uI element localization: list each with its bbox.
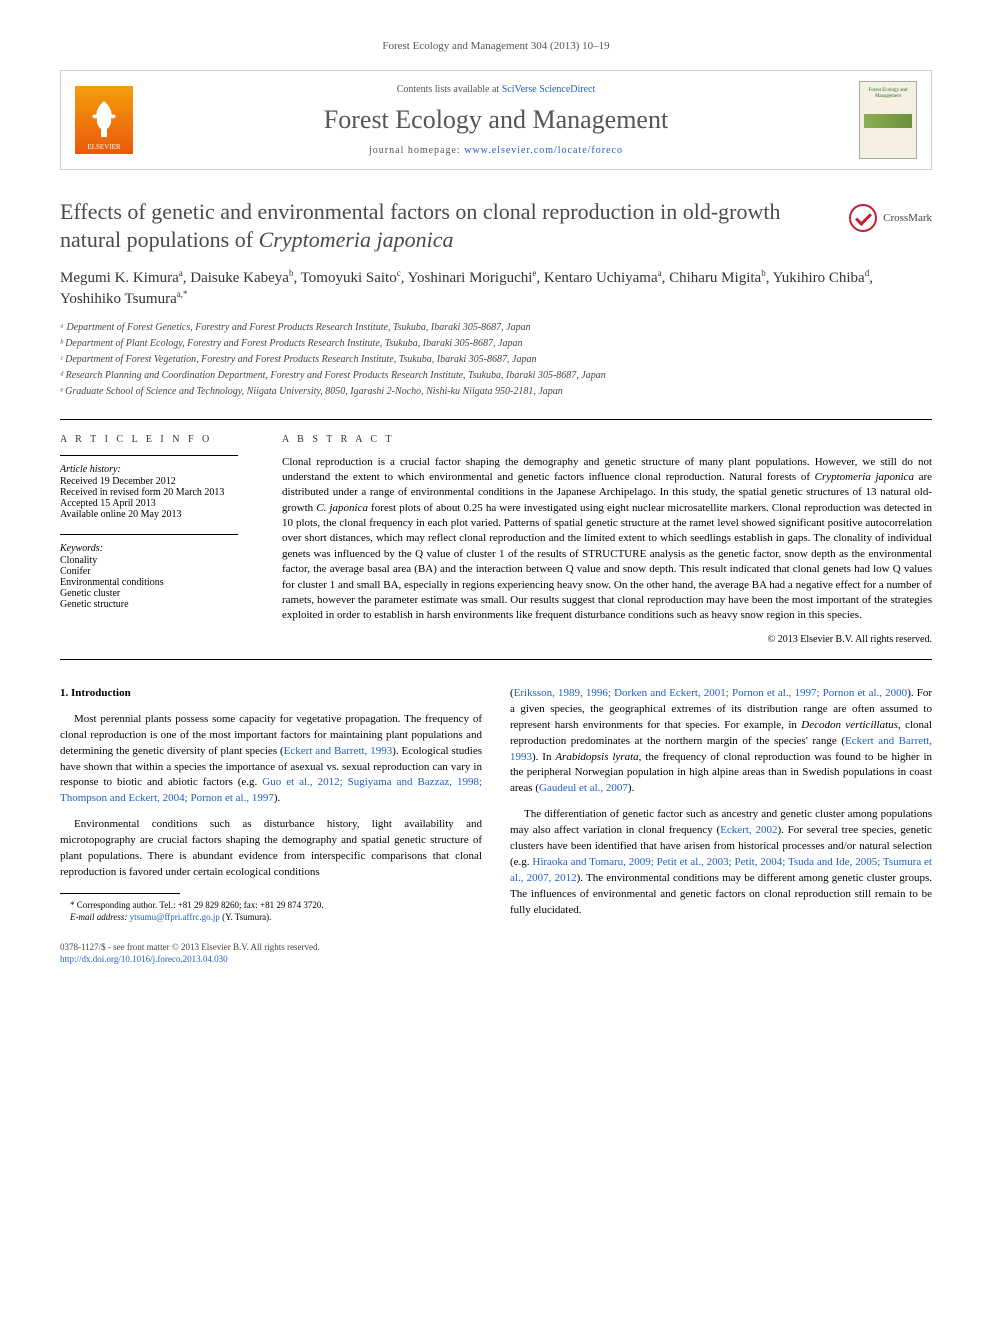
footnote-separator [60,893,180,894]
front-matter: 0378-1127/$ - see front matter © 2013 El… [60,942,932,954]
authors-list: Megumi K. Kimuraa, Daisuke Kabeyab, Tomo… [60,267,932,310]
abstract-text: Clonal reproduction is a crucial factor … [282,455,932,624]
corresponding-footnote: * Corresponding author. Tel.: +81 29 829… [60,900,482,912]
info-abstract-row: A R T I C L E I N F O Article history: R… [60,419,932,660]
email-footnote: E-mail address: ytsumu@ffpri.affrc.go.jp… [60,912,482,924]
title-row: Effects of genetic and environmental fac… [60,198,932,253]
email-link[interactable]: ytsumu@ffpri.affrc.go.jp [130,912,220,922]
homepage-line: journal homepage: www.elsevier.com/locat… [151,145,841,156]
contents-list-line: Contents lists available at SciVerse Sci… [151,84,841,95]
paper-title: Effects of genetic and environmental fac… [60,198,829,253]
crossmark-icon [849,204,877,232]
doi-block: 0378-1127/$ - see front matter © 2013 El… [60,942,932,965]
affiliation: ᵃ Department of Forest Genetics, Forestr… [60,320,932,335]
keyword: Genetic cluster [60,588,238,599]
abstract-col: A B S T R A C T Clonal reproduction is a… [260,434,932,645]
homepage-link[interactable]: www.elsevier.com/locate/foreco [464,145,623,156]
history-item: Available online 20 May 2013 [60,509,238,520]
body-paragraph: Most perennial plants possess some capac… [60,712,482,808]
history-block: Article history: Received 19 December 20… [60,455,238,520]
journal-header: ELSEVIER Contents lists available at Sci… [60,70,932,170]
affiliations: ᵃ Department of Forest Genetics, Forestr… [60,320,932,399]
info-heading: A R T I C L E I N F O [60,434,238,445]
crossmark-badge[interactable]: CrossMark [849,204,932,232]
journal-name: Forest Ecology and Management [151,105,841,135]
keyword: Conifer [60,566,238,577]
section-heading: 1. Introduction [60,686,482,702]
journal-reference: Forest Ecology and Management 304 (2013)… [60,40,932,52]
keyword: Genetic structure [60,599,238,610]
history-item: Accepted 15 April 2013 [60,498,238,509]
affiliation: ᵇ Department of Plant Ecology, Forestry … [60,336,932,351]
abstract-heading: A B S T R A C T [282,434,932,445]
header-center: Contents lists available at SciVerse Sci… [151,84,841,156]
copyright: © 2013 Elsevier B.V. All rights reserved… [282,634,932,645]
scidirect-link[interactable]: SciVerse ScienceDirect [502,84,596,95]
history-item: Received 19 December 2012 [60,476,238,487]
affiliation: ᵉ Graduate School of Science and Technol… [60,384,932,399]
doi-link[interactable]: http://dx.doi.org/10.1016/j.foreco.2013.… [60,954,228,964]
keyword: Environmental conditions [60,577,238,588]
body-paragraph: (Eriksson, 1989, 1996; Dorken and Eckert… [510,686,932,798]
elsevier-label: ELSEVIER [87,143,120,151]
elsevier-tree-icon [87,99,121,139]
body-columns: 1. Introduction Most perennial plants po… [60,686,932,926]
article-info: A R T I C L E I N F O Article history: R… [60,434,260,645]
keywords-block: Keywords: Clonality Conifer Environmenta… [60,534,238,610]
affiliation: ᵈ Research Planning and Coordination Dep… [60,368,932,383]
page-container: Forest Ecology and Management 304 (2013)… [0,0,992,996]
history-item: Received in revised form 20 March 2013 [60,487,238,498]
journal-cover-icon: Forest Ecology and Management [859,81,917,159]
elsevier-logo-icon: ELSEVIER [75,86,133,154]
keyword: Clonality [60,555,238,566]
body-paragraph: Environmental conditions such as disturb… [60,817,482,881]
affiliation: ᶜ Department of Forest Vegetation, Fores… [60,352,932,367]
body-paragraph: The differentiation of genetic factor su… [510,807,932,919]
